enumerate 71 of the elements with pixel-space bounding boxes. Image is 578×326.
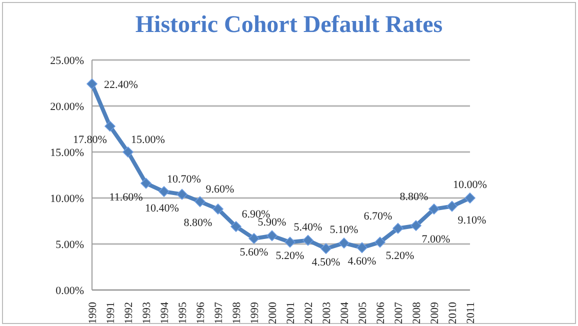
- data-label: 6.70%: [364, 210, 392, 222]
- point: [284, 236, 296, 248]
- y-tick-label: 25.00%: [50, 54, 84, 67]
- data-label: 5.20%: [386, 250, 414, 262]
- data-label: 4.50%: [312, 256, 340, 269]
- data-label: 22.40%: [104, 78, 138, 91]
- point: [248, 233, 260, 244]
- point: [230, 221, 242, 232]
- point: [356, 242, 368, 254]
- x-tick-label: 1990: [87, 302, 99, 324]
- x-tick-label: 2008: [411, 302, 423, 324]
- data-label: 5.20%: [276, 250, 304, 262]
- x-tick-label: 1997: [213, 302, 225, 324]
- y-tick-label: 5.00%: [56, 238, 84, 251]
- point: [302, 234, 314, 246]
- chart-title: Historic Cohort Default Rates: [134, 12, 444, 39]
- x-tick-label: 2003: [321, 302, 333, 324]
- point: [428, 204, 440, 214]
- x-tick-label: 2006: [375, 302, 387, 324]
- point: [338, 238, 350, 248]
- data-label: 9.10%: [458, 214, 486, 226]
- point: [392, 222, 404, 234]
- point: [158, 186, 170, 197]
- y-tick-label: 15.00%: [50, 146, 84, 159]
- point: [104, 120, 116, 132]
- x-tick-label: 1994: [159, 302, 171, 324]
- point: [410, 220, 422, 231]
- data-label: 9.60%: [206, 184, 234, 196]
- data-label: 15.00%: [131, 134, 165, 146]
- x-tick-label: 1996: [195, 302, 207, 324]
- data-label: 4.60%: [348, 256, 376, 268]
- point: [122, 146, 134, 158]
- data-label: 11.60%: [109, 191, 143, 204]
- x-tick-label: 1991: [105, 302, 117, 324]
- point: [446, 200, 458, 212]
- y-tick-label: 0.00%: [56, 284, 84, 297]
- data-label: 10.00%: [453, 179, 487, 191]
- x-tick-label: 1992: [123, 302, 135, 324]
- x-tick-label: 2001: [285, 302, 297, 324]
- x-tick-label: 2009: [429, 302, 441, 324]
- data-label: 7.00%: [422, 234, 450, 246]
- x-tick-label: 1999: [249, 302, 261, 324]
- y-tick-label: 20.00%: [50, 100, 84, 113]
- x-tick-label: 2010: [447, 302, 459, 324]
- data-label: 10.70%: [167, 174, 201, 186]
- data-label: 5.40%: [294, 221, 322, 234]
- data-label: 17.80%: [73, 134, 107, 146]
- x-tick-label: 2002: [303, 302, 315, 324]
- x-tick-label: 2004: [339, 302, 351, 324]
- point: [464, 192, 476, 204]
- point: [86, 78, 98, 90]
- data-label: 8.80%: [400, 191, 428, 204]
- point: [320, 243, 332, 254]
- point: [212, 204, 224, 214]
- point: [176, 188, 188, 200]
- data-label: 5.10%: [330, 224, 358, 236]
- data-label: 10.40%: [145, 202, 179, 214]
- point: [194, 196, 206, 208]
- x-tick-label: 2005: [357, 302, 369, 324]
- point: [374, 236, 386, 248]
- data-label: 5.60%: [240, 246, 268, 258]
- x-tick-label: 1995: [177, 302, 189, 324]
- point: [266, 230, 278, 242]
- x-tick-label: 2000: [267, 302, 279, 324]
- data-label: 8.80%: [184, 217, 212, 230]
- x-tick-label: 2007: [393, 302, 405, 324]
- x-tick-label: 2011: [465, 302, 477, 324]
- x-tick-label: 1998: [231, 302, 243, 324]
- x-tick-label: 1993: [141, 302, 153, 324]
- point: [140, 178, 152, 189]
- y-tick-label: 10.00%: [50, 192, 84, 205]
